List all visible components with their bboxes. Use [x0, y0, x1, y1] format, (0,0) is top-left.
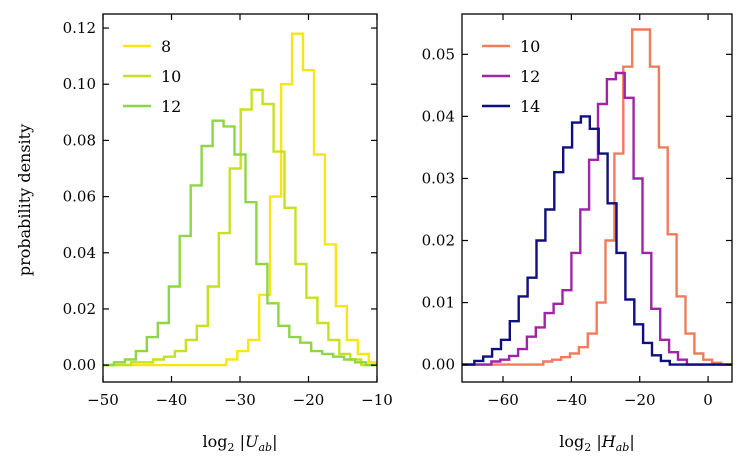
- x-tick-label-left: −10: [361, 391, 393, 409]
- y-tick-label-right: 0.03: [422, 169, 455, 187]
- y-tick-label-right: 0.04: [422, 107, 455, 125]
- legend-right: 10 12 14: [482, 37, 540, 116]
- series-right-14: [462, 115, 732, 366]
- legend-label-right-12: 12: [520, 67, 540, 86]
- ticks-right: −60 −40 −20 0 0.00 0.01 0.02 0.03 0.04 0.05: [422, 14, 732, 409]
- x-tick-label-left: −20: [293, 391, 325, 409]
- x-tick-label-right: −20: [624, 391, 656, 409]
- chart-left: −50 −40 −30 −20 −10 0.00 0.02 0.04 0.06 0.08 0.10 0…: [63, 13, 393, 454]
- x-tick-label-left: −30: [224, 391, 256, 409]
- x-tick-label-right: −40: [556, 391, 588, 409]
- ticks-left: −50 −40 −30 −20 −10 0.00 0.02 0.04 0.06 0.08 0.10 0…: [63, 14, 393, 409]
- plot-frame-right: [461, 13, 733, 383]
- y-tick-label-right: 0.05: [422, 45, 455, 63]
- y-tick-label-right: 0.01: [422, 294, 455, 312]
- y-tick-label-left: 0.12: [63, 19, 96, 37]
- series-left-8: [103, 32, 377, 367]
- series-left-10: [103, 88, 377, 367]
- x-tick-label-right: −60: [487, 391, 519, 409]
- series-layer-right: [462, 28, 732, 366]
- legend-label-right-14: 14: [520, 97, 540, 116]
- y-tick-label-left: 0.06: [63, 188, 96, 206]
- plot-frame-left: [102, 13, 378, 383]
- x-tick-label-left: −40: [156, 391, 188, 409]
- series-left-12: [103, 119, 377, 367]
- y-tick-label-right: 0.02: [422, 232, 455, 250]
- series-layer-left: [103, 32, 377, 367]
- y-tick-label-left: 0.10: [63, 75, 96, 93]
- legend-label-left-8: 8: [161, 37, 171, 56]
- series-right-12: [462, 71, 732, 366]
- legend-label-right-10: 10: [520, 37, 540, 56]
- legend-label-left-10: 10: [161, 67, 181, 86]
- x-tick-label-right: 0: [703, 391, 713, 409]
- legend-label-left-12: 12: [161, 97, 181, 116]
- legend-left: 8 10 12: [123, 37, 181, 116]
- y-tick-label-left: 0.02: [63, 300, 96, 318]
- y-tick-label-right: 0.00: [422, 356, 455, 374]
- x-tick-label-left: −50: [87, 391, 119, 409]
- y-tick-label-left: 0.04: [63, 244, 96, 262]
- x-axis-label-right: log2 |Hab|: [559, 432, 634, 454]
- series-right-10: [462, 28, 732, 366]
- y-tick-label-left: 0.00: [63, 356, 96, 374]
- chart-right: −60 −40 −20 00.000.010.020.030.040.05 10121…: [422, 13, 733, 454]
- x-axis-label-left: log2 |Uab|: [203, 432, 278, 454]
- y-axis-label: probability density: [15, 124, 34, 276]
- y-tick-label-left: 0.08: [63, 131, 96, 149]
